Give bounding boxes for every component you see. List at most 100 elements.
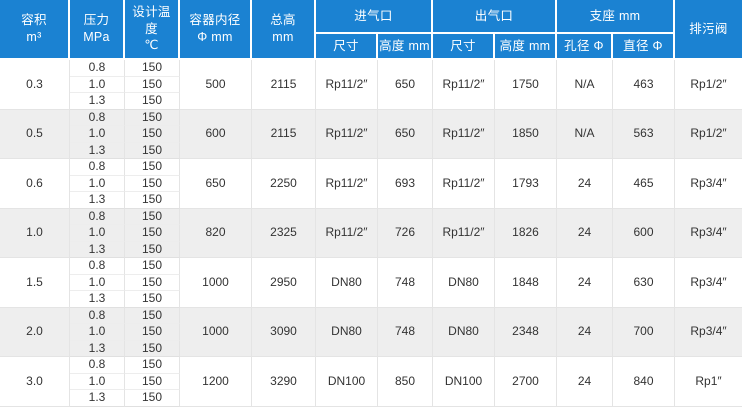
header-volume: 容积 m³ <box>0 0 70 60</box>
table-row: 1.0 150 <box>0 76 742 93</box>
cell-design-temperature: 150 <box>125 274 180 291</box>
cell-pressure: 1.3 <box>70 241 125 258</box>
cell-inlet-size: Rp11/2″ <box>316 208 378 258</box>
cell-inner-diameter: 1000 <box>180 307 252 357</box>
cell-outlet-height: 2348 <box>495 307 557 357</box>
header-support-diameter: 直径 Φ <box>613 34 675 60</box>
header-temperature-line2: ℃ <box>144 38 159 53</box>
header-drain-valve: 排污阀 <box>675 0 742 60</box>
cell-outlet-size: Rp11/2″ <box>433 109 495 159</box>
header-inner-diameter-line1: 容器内径 <box>189 13 241 28</box>
table-row: 2.0 0.8 150 1000 3090 DN80 748 DN80 2348 24 700 Rp3… <box>0 307 742 357</box>
cell-design-temperature: 150 <box>125 76 180 93</box>
cell-pressure: 1.0 <box>70 324 125 341</box>
cell-total-height: 3290 <box>252 357 316 407</box>
header-total-height: 总高 mm <box>252 0 316 60</box>
cell-pressure: 0.8 <box>70 208 125 225</box>
cell-support-hole: 24 <box>557 159 613 209</box>
header-support-hole: 孔径 Φ <box>557 34 613 60</box>
table-row: 1.3 150 <box>0 241 742 258</box>
table-row: 1.0 150 <box>0 225 742 242</box>
table-row: 1.3 150 <box>0 390 742 407</box>
cell-support-diameter: 840 <box>613 357 675 407</box>
cell-support-hole: 24 <box>557 258 613 308</box>
header-pressure-line2: MPa <box>83 30 110 44</box>
cell-design-temperature: 150 <box>125 109 180 126</box>
table-row: 1.3 150 <box>0 291 742 308</box>
table-row: 0.6 0.8 150 650 2250 Rp11/2″ 693 Rp11/2″ 1793 24 4… <box>0 159 742 209</box>
header-outlet-height: 高度 mm <box>495 34 557 60</box>
cell-inlet-size: DN80 <box>316 307 378 357</box>
cell-inlet-height: 693 <box>378 159 433 209</box>
cell-support-hole: 24 <box>557 208 613 258</box>
cell-volume: 3.0 <box>0 357 70 407</box>
cell-total-height: 3090 <box>252 307 316 357</box>
header-total-height-line2: mm <box>272 30 294 44</box>
cell-inner-diameter: 820 <box>180 208 252 258</box>
header-pressure: 压力 MPa <box>70 0 125 60</box>
cell-design-temperature: 150 <box>125 340 180 357</box>
cell-design-temperature: 150 <box>125 60 180 77</box>
cell-design-temperature: 150 <box>125 192 180 209</box>
cell-pressure: 1.0 <box>70 225 125 242</box>
cell-design-temperature: 150 <box>125 241 180 258</box>
table-row: 1.0 150 <box>0 324 742 341</box>
cell-design-temperature: 150 <box>125 307 180 324</box>
cell-support-hole: 24 <box>557 307 613 357</box>
table-header: 容积 m³ 压力 MPa 设计温度 ℃ 容器内径 Φ mm 总高 mm 进气口 … <box>0 0 742 60</box>
cell-outlet-height: 1850 <box>495 109 557 159</box>
cell-drain-valve: Rp1″ <box>675 357 742 407</box>
cell-volume: 0.6 <box>0 159 70 209</box>
header-volume-line1: 容积 <box>21 13 47 28</box>
table-row: 3.0 0.8 150 1200 3290 DN100 850 DN100 2700 24 840 R… <box>0 357 742 407</box>
cell-inlet-size: DN80 <box>316 258 378 308</box>
cell-pressure: 0.8 <box>70 159 125 176</box>
header-total-height-line1: 总高 <box>270 13 296 28</box>
cell-support-diameter: 463 <box>613 60 675 110</box>
cell-pressure: 1.0 <box>70 175 125 192</box>
cell-support-diameter: 600 <box>613 208 675 258</box>
cell-pressure: 0.8 <box>70 60 125 77</box>
cell-inlet-height: 650 <box>378 109 433 159</box>
header-inlet-size: 尺寸 <box>316 34 378 60</box>
cell-support-diameter: 563 <box>613 109 675 159</box>
cell-inner-diameter: 500 <box>180 60 252 110</box>
cell-total-height: 2115 <box>252 60 316 110</box>
cell-outlet-size: DN80 <box>433 307 495 357</box>
cell-pressure: 1.0 <box>70 274 125 291</box>
cell-inner-diameter: 1000 <box>180 258 252 308</box>
table-row: 1.0 150 <box>0 373 742 390</box>
cell-volume: 1.0 <box>0 208 70 258</box>
cell-volume: 0.5 <box>0 109 70 159</box>
cell-design-temperature: 150 <box>125 175 180 192</box>
header-inner-diameter-line2: Φ mm <box>197 30 233 44</box>
cell-outlet-size: Rp11/2″ <box>433 60 495 110</box>
table-body: 0.3 0.8 150 500 2115 Rp11/2″ 650 Rp11/2″ 1750 N/A… <box>0 60 742 407</box>
table-row: 1.5 0.8 150 1000 2950 DN80 748 DN80 1848 24 630 Rp3… <box>0 258 742 308</box>
table-row: 1.0 150 <box>0 126 742 143</box>
header-support-group: 支座 mm <box>557 0 675 34</box>
cell-support-hole: N/A <box>557 109 613 159</box>
cell-pressure: 1.0 <box>70 76 125 93</box>
cell-pressure: 0.8 <box>70 109 125 126</box>
cell-design-temperature: 150 <box>125 126 180 143</box>
cell-inner-diameter: 1200 <box>180 357 252 407</box>
cell-design-temperature: 150 <box>125 357 180 374</box>
cell-pressure: 1.3 <box>70 192 125 209</box>
cell-design-temperature: 150 <box>125 373 180 390</box>
cell-inlet-height: 726 <box>378 208 433 258</box>
cell-support-diameter: 630 <box>613 258 675 308</box>
cell-outlet-size: Rp11/2″ <box>433 159 495 209</box>
cell-pressure: 0.8 <box>70 258 125 275</box>
cell-volume: 1.5 <box>0 258 70 308</box>
cell-pressure: 1.0 <box>70 373 125 390</box>
header-outlet-size: 尺寸 <box>433 34 495 60</box>
cell-design-temperature: 150 <box>125 324 180 341</box>
cell-outlet-height: 1848 <box>495 258 557 308</box>
header-inlet-height: 高度 mm <box>378 34 433 60</box>
table-row: 1.0 150 <box>0 175 742 192</box>
table-row: 1.3 150 <box>0 93 742 110</box>
cell-inlet-height: 850 <box>378 357 433 407</box>
cell-outlet-height: 1793 <box>495 159 557 209</box>
cell-drain-valve: Rp3/4″ <box>675 258 742 308</box>
